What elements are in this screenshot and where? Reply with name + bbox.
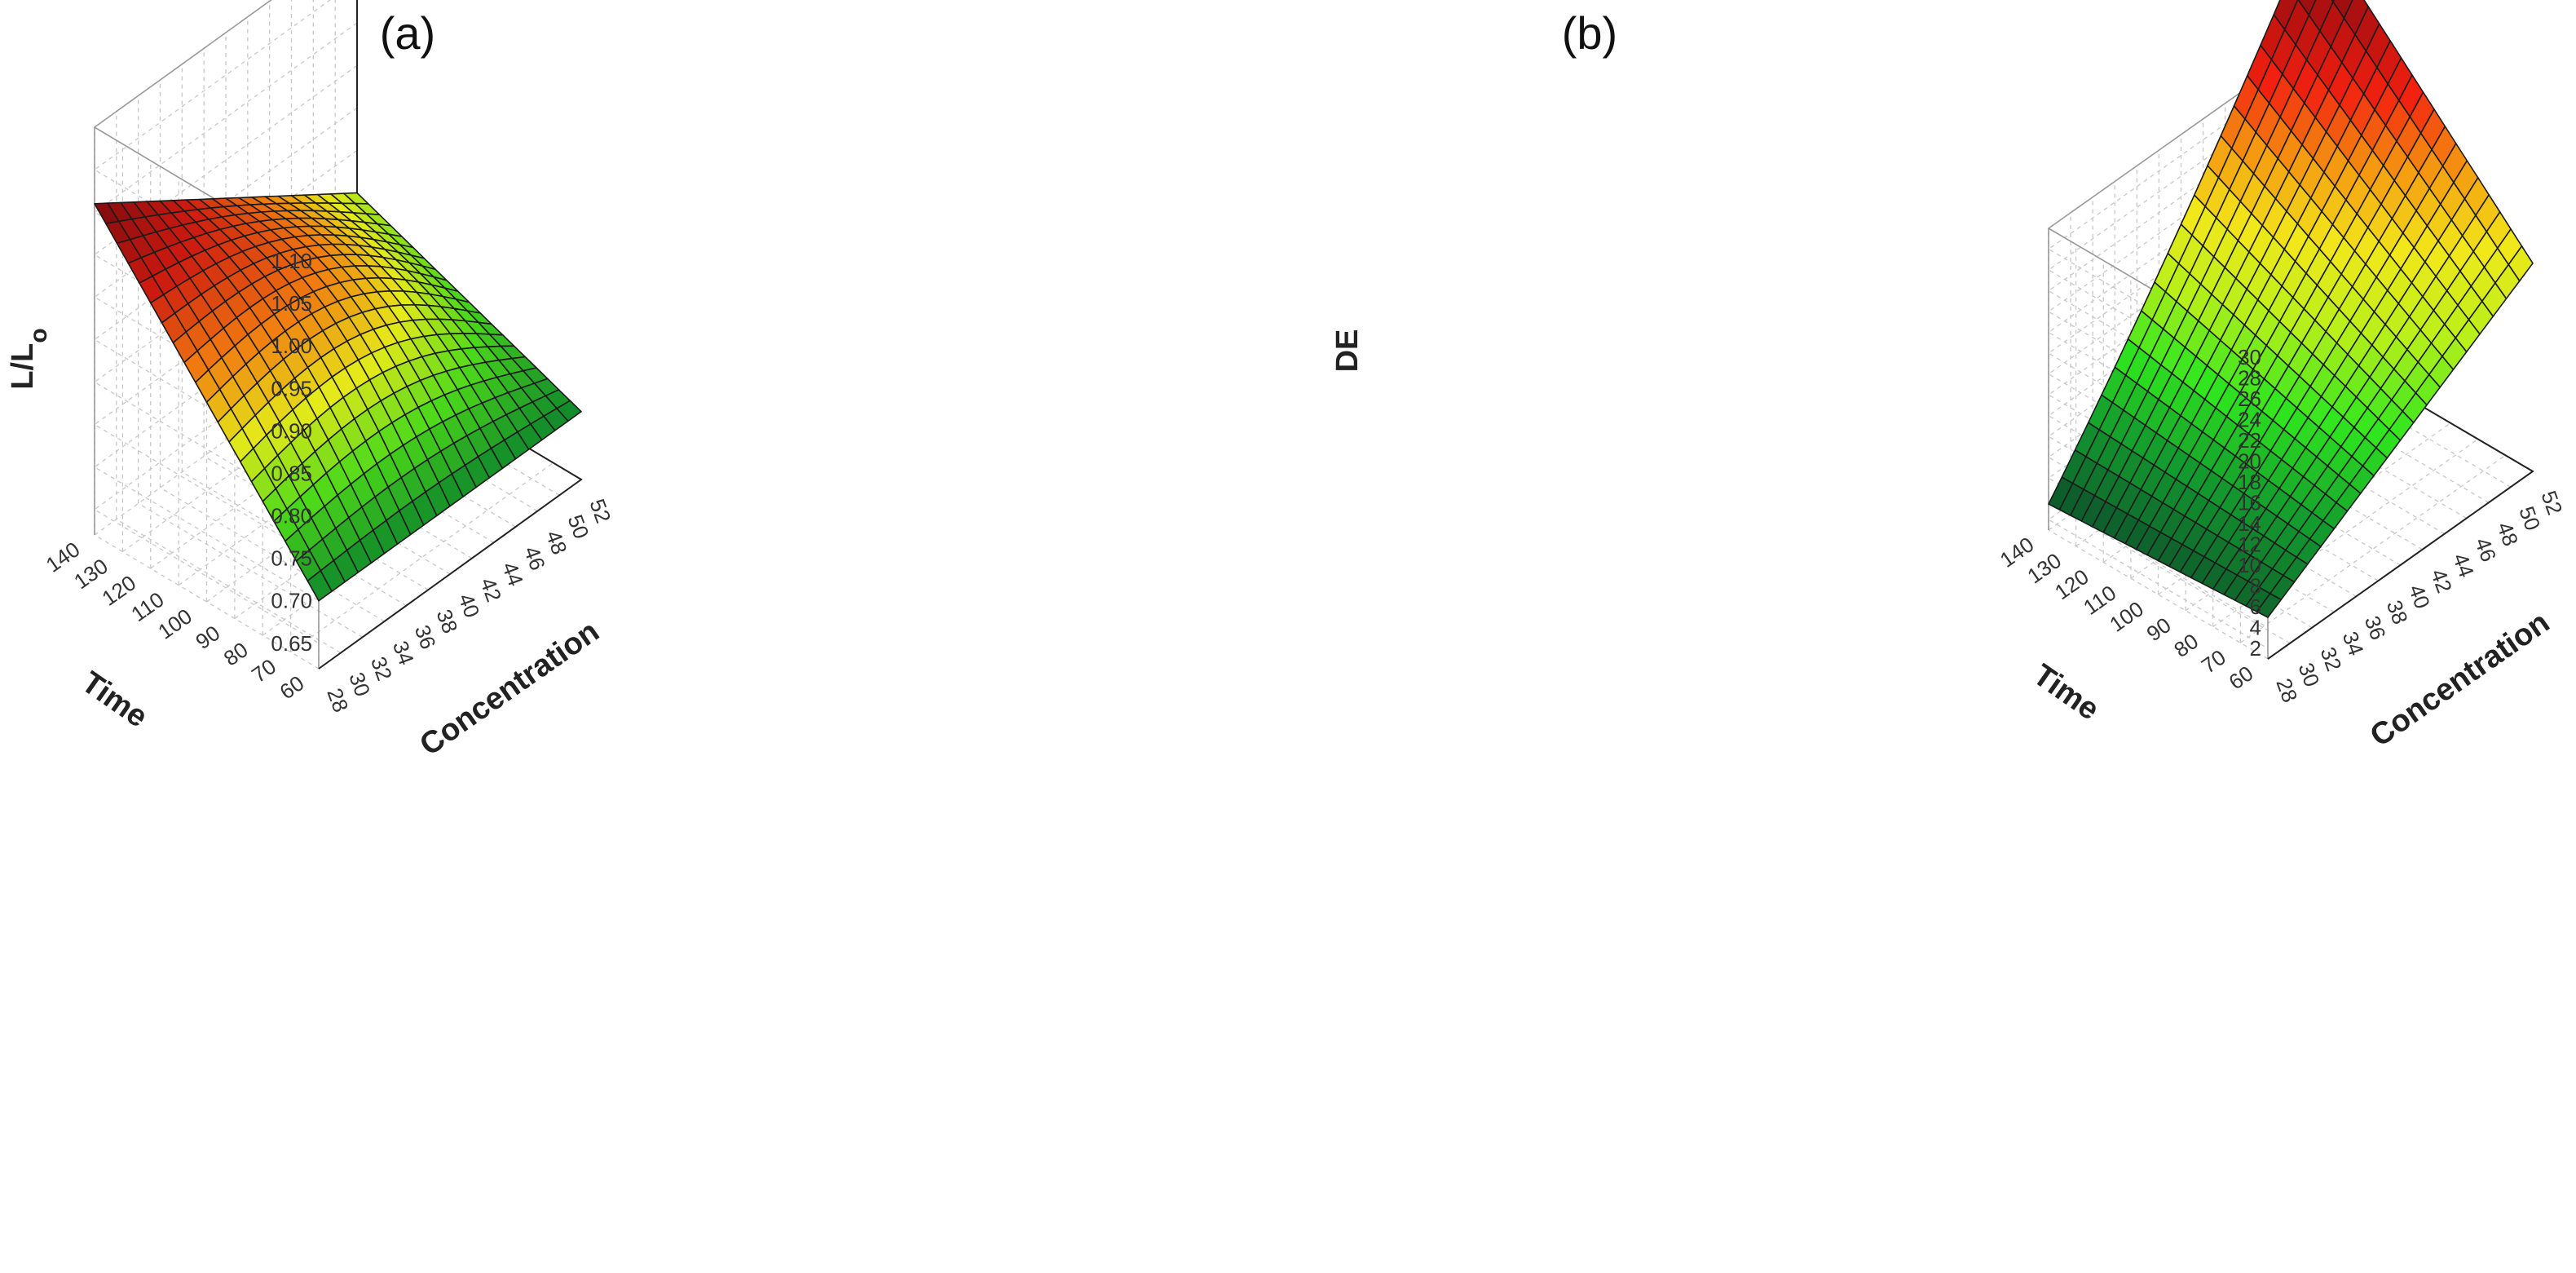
z-tick-label: 24 — [2238, 408, 2261, 432]
y-tick-label: 90 — [191, 621, 224, 654]
z-tick-label: 10 — [2238, 553, 2261, 577]
panel-a: (a) 0.65 0.70 0.75 0.80 0.85 0.90 0.95 1.00 1.05 1… — [6, 0, 615, 762]
z-tick-label: 16 — [2238, 491, 2261, 515]
floor-gridline — [2048, 529, 2269, 660]
floor-gridline — [2269, 373, 2490, 503]
surface-plot-b: (b)2468101214161820222426283060708090100… — [1330, 0, 2567, 754]
panel-label: (a) — [380, 7, 435, 59]
floor-gridline — [2185, 422, 2451, 612]
z-axis-title-sub: o — [25, 328, 52, 343]
floor-gridline — [2114, 482, 2335, 613]
z-tick-label: 30 — [2238, 345, 2261, 369]
floor-gridline — [138, 502, 363, 638]
z-tick-label: 0.80 — [271, 504, 312, 528]
panel-b: (b) 2 4 6 8 10 12 14 16 18 20 22 24 26 28 30 60 70 80 90 100… — [1288, 0, 2576, 1273]
y-tick-label: 60 — [276, 670, 309, 704]
floor-gridline — [2212, 438, 2479, 628]
z-tick-label: 1.00 — [271, 334, 312, 358]
z-axis-title-main: DE — [1330, 329, 1365, 373]
panel-label: (b) — [1562, 7, 1617, 59]
surface-cell — [2297, 0, 2317, 16]
floor-gridline — [2070, 514, 2291, 644]
surface-cell — [2332, 0, 2353, 20]
x-axis-title: Concentration — [2364, 605, 2556, 754]
y-tick-label: 60 — [2225, 661, 2258, 694]
surface-plot-a: (a) 0.65 0.70 0.75 0.80 0.85 0.90 0.95 1.00 1.05 1… — [6, 0, 615, 762]
surface — [2048, 0, 2534, 618]
z-tick-label: 0.75 — [271, 546, 312, 571]
x-axis-title: Concentration — [414, 614, 606, 762]
z-axis-title-main: L/L — [6, 343, 40, 390]
z-tick-label: 6 — [2250, 595, 2261, 619]
wall-gridline — [2047, 60, 2314, 379]
z-tick-label: 0.70 — [271, 589, 312, 613]
y-axis-title: Time — [2027, 658, 2105, 727]
surface-cell — [2508, 245, 2534, 282]
z-tick-label: 0.90 — [271, 418, 312, 443]
z-tick-label: 14 — [2238, 511, 2261, 536]
z-tick-label: 1.05 — [271, 291, 312, 316]
floor-gridline — [2247, 388, 2468, 519]
floor-gridline — [2137, 466, 2357, 597]
z-tick-label: 8 — [2250, 574, 2261, 599]
y-tick-label: 70 — [247, 654, 280, 687]
z-tick-label: 22 — [2238, 428, 2261, 453]
z-tick-label: 26 — [2238, 387, 2261, 411]
z-tick-label: 1.10 — [271, 249, 312, 273]
y-tick-label: 80 — [219, 637, 253, 670]
floor-gridline — [2225, 404, 2445, 535]
surface-cell — [556, 400, 582, 422]
z-tick-label: 0.95 — [271, 376, 312, 400]
z-tick-label: 28 — [2238, 366, 2261, 391]
z-tick-label: 12 — [2238, 533, 2261, 557]
z-tick-label: 4 — [2250, 616, 2261, 640]
floor-gridline — [2203, 420, 2423, 550]
floor-gridline — [160, 487, 385, 622]
floor-gridline — [2159, 451, 2379, 581]
z-tick-label: 0.65 — [271, 631, 312, 656]
z-axis-title: DE — [1330, 329, 1365, 373]
z-axis-title: L/Lo — [6, 328, 52, 389]
floor-gridline — [2181, 435, 2401, 566]
floor-gridline — [2291, 357, 2512, 488]
floor-gridline — [2239, 454, 2506, 643]
z-tick-label: 20 — [2238, 449, 2261, 474]
z-tick-label: 2 — [2250, 636, 2261, 661]
surface — [94, 192, 582, 602]
z-tick-label: 0.85 — [271, 461, 312, 485]
z-tick-label: 18 — [2238, 470, 2261, 494]
floor-gridline — [290, 462, 554, 653]
y-axis-title: Time — [75, 665, 153, 735]
